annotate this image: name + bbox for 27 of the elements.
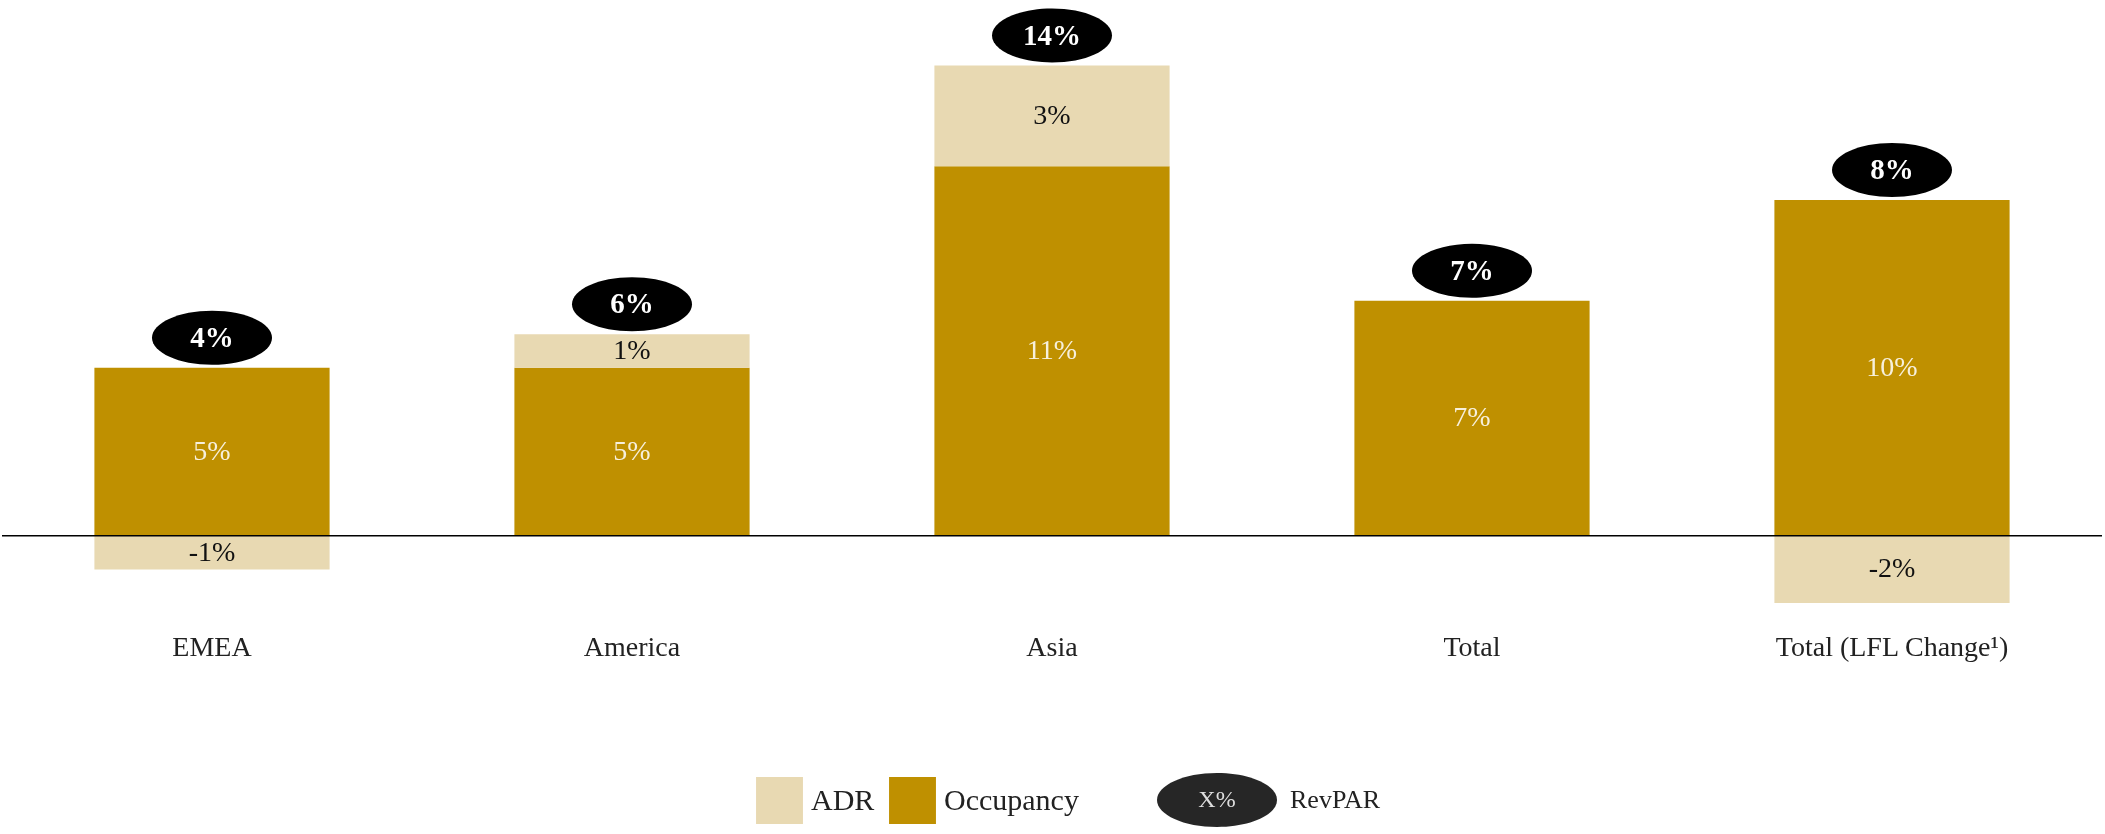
total-label: 8% bbox=[1870, 152, 1914, 185]
total-label: 14% bbox=[1023, 18, 1081, 51]
total-label: 4% bbox=[190, 320, 234, 353]
x-tick-label: Total (LFL Change¹) bbox=[1775, 630, 2009, 662]
text: X% bbox=[1198, 786, 1236, 812]
legend-label: ADR bbox=[811, 782, 875, 816]
x-tick-label: America bbox=[583, 630, 681, 662]
data-label: 5% bbox=[193, 434, 231, 466]
x-tick-label: Asia bbox=[1026, 630, 1079, 662]
bar bbox=[1774, 535, 2010, 603]
data-label: 11% bbox=[1026, 334, 1078, 366]
x-tick-label: Total bbox=[1443, 630, 1501, 662]
bar bbox=[514, 367, 750, 536]
data-label: 3% bbox=[1033, 98, 1071, 130]
data-label: 5% bbox=[613, 434, 651, 466]
bar bbox=[934, 166, 1170, 536]
data-label: 1% bbox=[613, 334, 651, 366]
total-label: 7% bbox=[1450, 253, 1494, 286]
data-label: -2% bbox=[1868, 552, 1916, 584]
data-label: 10% bbox=[1866, 350, 1918, 382]
legend-label: Occupancy bbox=[944, 782, 1079, 816]
total-label: 6% bbox=[610, 287, 654, 320]
x-tick-label: EMEA bbox=[172, 630, 253, 662]
data-label: 7% bbox=[1453, 401, 1491, 433]
bar bbox=[94, 535, 330, 570]
data-label: -1% bbox=[188, 535, 236, 567]
text: RevPAR bbox=[1290, 785, 1381, 814]
